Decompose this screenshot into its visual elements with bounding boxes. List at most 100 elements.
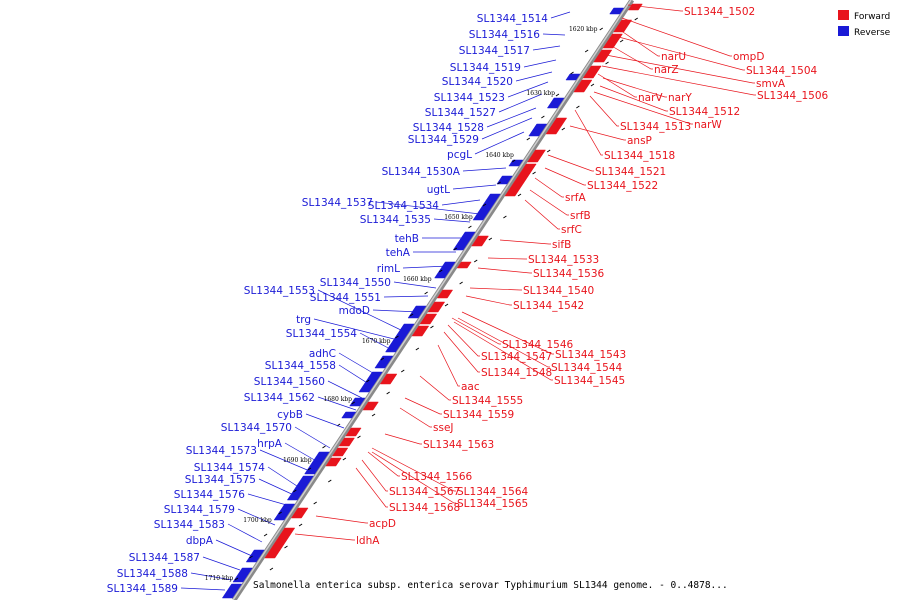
leader-forward <box>547 154 594 172</box>
gene-label-forward: SL1344_1543 <box>555 349 626 361</box>
gene-label-reverse: trg <box>296 314 311 326</box>
minor-tick <box>313 501 317 505</box>
leader-forward <box>599 85 668 112</box>
leader-reverse <box>305 413 345 429</box>
gene-label-forward: SL1344_1544 <box>551 362 623 374</box>
gene-label-reverse: SL1344_1528 <box>413 122 484 134</box>
minor-tick <box>386 391 390 395</box>
gene-feature-forward <box>411 325 430 337</box>
gene-label-reverse: SL1344_1562 <box>244 392 315 404</box>
leader-forward <box>447 324 480 357</box>
gene-label-forward: SL1344_1513 <box>620 121 691 133</box>
gene-feature-forward <box>338 437 355 447</box>
leader-forward <box>593 91 693 125</box>
leader-forward <box>529 189 569 216</box>
leader-forward <box>477 267 532 274</box>
gene-label-reverse: SL1344_1588 <box>117 568 188 580</box>
minor-tick <box>424 291 428 295</box>
genome-caption: Salmonella enterica subsp. enterica sero… <box>253 580 728 591</box>
leader-forward <box>457 317 550 368</box>
leader-reverse <box>462 167 507 172</box>
gene-label-reverse: SL1344_1514 <box>477 13 549 25</box>
gene-feature-reverse <box>286 475 314 501</box>
gene-label-forward: sifB <box>552 239 571 251</box>
gene-feature-forward <box>602 33 623 49</box>
ruler-tick-label: 1640 kbp <box>485 152 514 159</box>
leader-forward <box>404 397 442 415</box>
gene-label-reverse: SL1344_1517 <box>459 45 530 57</box>
gene-labels: SL1344_1502ompDnarUSL1344_1504narZsmvASL… <box>107 6 829 595</box>
gene-feature-reverse <box>245 549 265 563</box>
leader-reverse <box>202 556 241 571</box>
leader-forward <box>627 4 683 12</box>
gene-label-forward: SL1344_1555 <box>452 395 523 407</box>
gene-label-forward: narY <box>668 92 692 104</box>
minor-tick <box>570 71 574 75</box>
gene-feature-forward <box>345 427 362 437</box>
legend-reverse-label: Reverse <box>854 28 891 38</box>
gene-features <box>221 3 643 599</box>
gene-label-reverse: dbpA <box>186 535 214 547</box>
gene-feature-forward <box>325 457 342 467</box>
gene-feature-forward <box>362 401 379 411</box>
genome-backbone <box>231 0 635 600</box>
gene-label-reverse: SL1344_1558 <box>265 360 336 372</box>
gene-label-forward: SL1344_1533 <box>528 254 599 266</box>
gene-feature-reverse <box>434 261 456 279</box>
leader-reverse <box>294 426 331 449</box>
ruler-tick-label: 1670 kbp <box>362 338 391 345</box>
leader-forward <box>361 459 388 492</box>
gene-label-reverse: SL1344_1575 <box>185 474 256 486</box>
gene-feature-reverse <box>221 583 243 599</box>
gene-label-forward: SL1344_1540 <box>523 285 594 297</box>
leader-reverse <box>327 380 363 399</box>
gene-label-forward: sseJ <box>433 422 454 434</box>
minor-tick <box>526 137 531 141</box>
leader-forward <box>419 375 451 401</box>
leader-forward <box>602 77 667 98</box>
gene-feature-reverse <box>452 231 476 251</box>
gene-label-reverse: SL1344_1523 <box>434 92 505 104</box>
minor-tick <box>619 39 624 43</box>
minor-tick <box>444 303 449 307</box>
ruler-tick-label: 1630 kbp <box>526 90 555 97</box>
legend-forward-label: Forward <box>854 12 890 22</box>
minor-tick <box>503 215 507 219</box>
leader-forward <box>609 44 653 70</box>
gene-feature-forward <box>573 79 593 93</box>
minor-tick <box>415 347 420 351</box>
gene-label-reverse: SL1344_1535 <box>360 214 431 226</box>
legend: Forward Reverse <box>838 10 891 38</box>
gene-label-reverse: SL1344_1551 <box>310 292 381 304</box>
minor-tick <box>284 545 288 549</box>
leader-forward <box>461 311 554 355</box>
minor-tick <box>590 83 595 87</box>
minor-tick <box>584 49 589 53</box>
leader-forward <box>315 515 368 524</box>
ruler-ticks: 1620 kbp 1630 kbp 1640 kbp 1650 kbp 1660 kbp… <box>205 26 598 582</box>
gene-label-reverse: SL1344_1516 <box>469 29 541 41</box>
gene-label-forward: SL1344_1506 <box>757 90 829 102</box>
minor-tick <box>517 193 522 197</box>
minor-tick <box>409 313 414 317</box>
leader-forward <box>597 73 637 98</box>
leader-forward <box>384 433 422 445</box>
minor-tick <box>293 489 297 493</box>
leader-forward <box>371 451 456 504</box>
gene-label-reverse: hrpA <box>257 438 283 450</box>
minor-tick <box>459 281 463 285</box>
gene-label-reverse: SL1344_1534 <box>368 200 440 212</box>
leader-reverse <box>359 332 393 351</box>
minor-tick <box>351 401 355 405</box>
gene-label-reverse: SL1344_1583 <box>154 519 225 531</box>
minor-tick <box>328 479 332 483</box>
leader-forward <box>443 331 480 373</box>
legend-forward-swatch <box>838 10 849 20</box>
gene-label-forward: srfB <box>570 210 591 222</box>
gene-label-reverse: rimL <box>377 263 400 275</box>
gene-label-forward: SL1344_1522 <box>587 180 658 192</box>
gene-feature-reverse <box>374 355 394 369</box>
gene-label-reverse: SL1344_1519 <box>450 62 521 74</box>
leader-forward <box>355 467 388 508</box>
